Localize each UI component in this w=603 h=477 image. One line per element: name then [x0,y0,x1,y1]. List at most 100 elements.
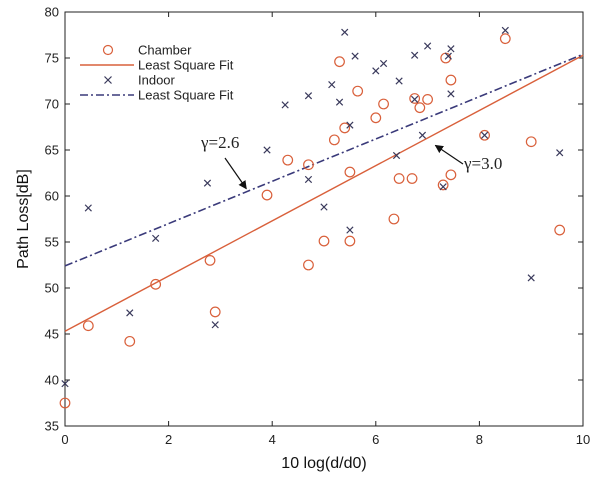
x-axis-title: 10 log(d/d0) [281,455,366,472]
chamber-point [378,98,389,110]
y-tick-label: 70 [45,97,59,112]
chamber-point [124,335,136,347]
chamber-point [499,33,511,45]
chamber-point [209,306,221,318]
indoor-point [84,204,92,212]
y-tick-label: 40 [45,373,59,388]
y-tick-label: 35 [45,419,59,434]
annotations: γ=2.6 γ=3.0 [200,133,502,190]
chamber-point [82,320,94,332]
chamber-point [261,189,273,201]
y-tick-label: 80 [45,5,59,20]
legend-label: Least Square Fit [138,58,234,73]
indoor-point [211,321,219,329]
chamber-point [525,136,537,148]
annotation-arrow [434,144,464,165]
indoor-point [379,59,388,68]
gamma-annotation: γ=2.6 [200,133,247,190]
indoor-point [263,146,271,154]
chamber-point [414,102,426,114]
indoor-point [392,151,401,160]
indoor-point [418,131,427,139]
chamber-point [437,179,449,191]
chamber-point [352,85,364,97]
indoor-point [395,77,403,85]
indoor-point [501,26,509,35]
indoor-point [556,149,564,157]
chamber-point [479,129,490,141]
chamber-point [344,166,356,178]
chamber-point [334,56,345,68]
chamber-point [344,235,356,247]
indoor-point [152,234,160,242]
indoor-point [447,45,455,53]
legend-circle-marker [102,44,114,56]
indoor-point [203,179,212,187]
indoor-point [447,90,455,98]
y-tick-label: 45 [45,327,59,342]
chamber-point [393,173,405,184]
legend-label: Least Square Fit [138,88,234,103]
chamber-point [409,93,421,104]
y-tick-label: 65 [45,143,59,158]
indoor-point [411,95,419,104]
chamber-point [554,224,566,236]
legend-x-marker [104,76,112,84]
annotation-label: γ=3.0 [463,154,502,173]
chamber-point [445,74,457,86]
chamber-point [303,259,314,271]
chamber-point [318,235,330,247]
chamber-point [282,154,294,166]
x-tick-label: 0 [61,432,68,447]
annotation-label: γ=2.6 [200,133,239,152]
chamber-point [328,134,340,146]
indoor-point [527,274,535,282]
indoor-point [281,101,289,109]
indoor-point [439,183,447,191]
indoor-point [372,67,380,75]
y-tick-label: 75 [45,51,59,66]
chamber-point [388,213,400,225]
y-tick-label: 50 [45,281,59,296]
x-tick-label: 4 [269,432,276,447]
indoor-point [328,81,336,89]
chamber-point [204,254,216,266]
indoor-fit-line [64,53,584,267]
indoor-point [444,52,452,60]
indoor-point [346,226,354,234]
indoor-point [304,175,313,184]
indoor-point [126,309,134,317]
chamber-point [59,397,71,409]
indoor-point [335,98,344,106]
chamber-point [303,159,314,171]
indoor-point [480,131,489,139]
legend-label: Chamber [138,43,192,58]
chamber-point [339,122,351,134]
gamma-annotation: γ=3.0 [434,144,502,173]
y-tick-label: 55 [45,235,59,250]
indoor-point [341,28,349,36]
x-tick-label: 8 [476,432,483,447]
indoor-point [411,51,419,59]
x-tick-label: 10 [576,432,590,447]
chamber-point [406,173,418,184]
legend-entry: Least Square Fit [80,58,234,73]
indoor-point [423,42,432,50]
indoor-point [346,121,354,129]
plot-area [64,11,584,427]
indoor-point [304,92,313,100]
y-axis-title: Path Loss[dB] [15,169,32,269]
axis-ticks: 0 2 4 6 8 10 35 40 45 50 55 60 65 70 75 80 [45,5,591,448]
data-points [59,26,566,409]
indoor-point [61,380,69,388]
indoor-point [320,203,328,211]
chamber-point [445,169,457,181]
indoor-point [351,52,359,60]
chamber-point [370,112,382,124]
legend-entry: Least Square Fit [80,88,234,103]
x-tick-label: 6 [372,432,379,447]
legend-label: Indoor [138,73,176,88]
legend-entry: Chamber [102,43,192,58]
